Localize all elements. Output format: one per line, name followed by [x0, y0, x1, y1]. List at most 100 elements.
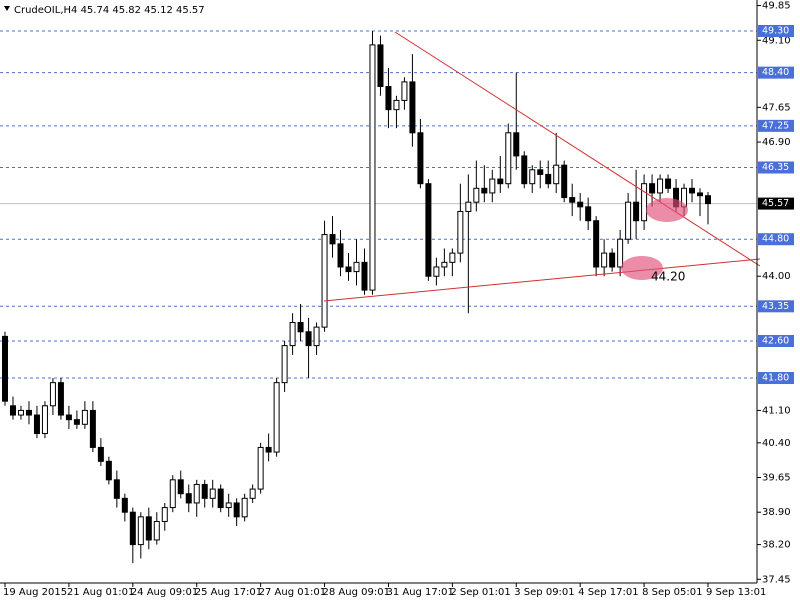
candle-body	[393, 99, 400, 111]
x-tick-label: 8 Sep 05:01	[642, 587, 702, 598]
candle-body	[537, 169, 544, 175]
candle-body	[625, 201, 632, 240]
candle-body	[313, 326, 320, 347]
level-label: 41.80	[762, 373, 789, 384]
y-tick-label: 46.90	[762, 137, 791, 148]
level-label-bg	[758, 233, 794, 246]
level-label-bg	[758, 161, 794, 174]
candle-body	[201, 483, 208, 499]
x-tick-label: 3 Sep 09:01	[514, 587, 574, 598]
candle-body	[321, 234, 328, 328]
level-label-bg	[758, 335, 794, 348]
y-tick-label: 41.10	[762, 405, 791, 416]
candle-body	[329, 234, 336, 245]
candle-body	[89, 409, 96, 448]
candle-body	[297, 322, 304, 333]
candle-body	[129, 511, 136, 546]
candle-body	[425, 183, 432, 277]
candle-body	[617, 238, 624, 268]
candle-body	[2, 335, 8, 402]
candle-body	[57, 382, 64, 416]
candle-body	[281, 345, 288, 384]
candle-body	[417, 132, 424, 185]
candle-body	[113, 479, 120, 499]
current-price-label: 45.57	[762, 198, 789, 209]
y-tick-label: 37.45	[762, 574, 791, 585]
candle-body	[369, 44, 376, 291]
candle-body	[25, 409, 32, 416]
candle-body	[161, 507, 168, 522]
candle-body	[433, 266, 440, 277]
candle-body	[513, 132, 520, 157]
x-tick-label: 25 Aug 17:01	[195, 587, 262, 598]
level-label-bg	[758, 300, 794, 313]
highlight	[646, 198, 688, 222]
candle-body	[169, 479, 176, 509]
candle-body	[577, 201, 584, 208]
candle-body	[305, 331, 312, 347]
candle-body	[81, 409, 88, 425]
candle-body	[545, 173, 552, 185]
candle-body	[697, 192, 704, 197]
candle-body	[353, 261, 360, 273]
candle-body	[97, 446, 104, 462]
candle-body	[657, 178, 664, 194]
candle-body	[241, 497, 248, 518]
candle-body	[105, 460, 112, 481]
candle-body	[217, 488, 224, 509]
candle-body	[481, 187, 488, 194]
chart-title: CrudeOIL,H4 45.74 45.82 45.12 45.57	[14, 5, 205, 16]
candle-body	[609, 252, 616, 268]
candle-body	[233, 502, 240, 518]
candle-body	[529, 169, 536, 185]
candle-body	[193, 483, 200, 504]
candle-body	[65, 414, 72, 421]
candle-body	[409, 81, 416, 134]
candle-body	[705, 195, 711, 205]
candle-body	[33, 414, 40, 435]
annotation: 44.20	[651, 270, 685, 284]
level-label: 49.30	[762, 26, 789, 37]
current-price-bg	[758, 197, 794, 210]
x-tick-label: 24 Aug 09:01	[131, 587, 198, 598]
candle-body	[361, 261, 368, 291]
y-tick-label: 38.20	[762, 540, 791, 551]
y-tick-label: 47.65	[762, 102, 791, 113]
candle-body	[185, 493, 192, 504]
y-tick-label: 44.00	[762, 271, 791, 282]
candle-body	[441, 261, 448, 268]
candle-body	[345, 266, 352, 273]
candle-body	[73, 419, 80, 425]
candle-body	[553, 164, 560, 185]
y-tick-label: 49.10	[762, 35, 791, 46]
level-label: 47.25	[762, 120, 789, 131]
x-tick-label: 21 Aug 01:01	[67, 587, 134, 598]
x-tick-label: 27 Aug 01:01	[259, 587, 326, 598]
level-label-bg	[758, 119, 794, 132]
candle-body	[257, 446, 264, 490]
level-label: 43.35	[762, 301, 789, 312]
candle-body	[633, 201, 640, 222]
candle-body	[9, 405, 16, 416]
candle-body	[385, 86, 392, 111]
y-tick-label: 40.40	[762, 438, 791, 449]
candle-body	[489, 178, 496, 194]
candle-body	[641, 183, 648, 222]
candle-body	[601, 252, 608, 268]
support-trendline	[323, 258, 761, 302]
candle-body	[137, 516, 144, 546]
level-label-bg	[758, 66, 794, 79]
candle-body	[561, 164, 568, 199]
candle-body	[41, 405, 48, 435]
candle-body	[569, 197, 576, 203]
menu-arrow[interactable]	[4, 6, 10, 11]
candle-body	[49, 382, 56, 407]
candle-body	[593, 220, 600, 268]
candle-body	[249, 488, 256, 499]
x-tick-label: 9 Sep 13:01	[706, 587, 766, 598]
candle-body	[465, 201, 472, 212]
x-tick-label: 2 Sep 01:01	[450, 587, 510, 598]
candle-body	[225, 502, 232, 509]
